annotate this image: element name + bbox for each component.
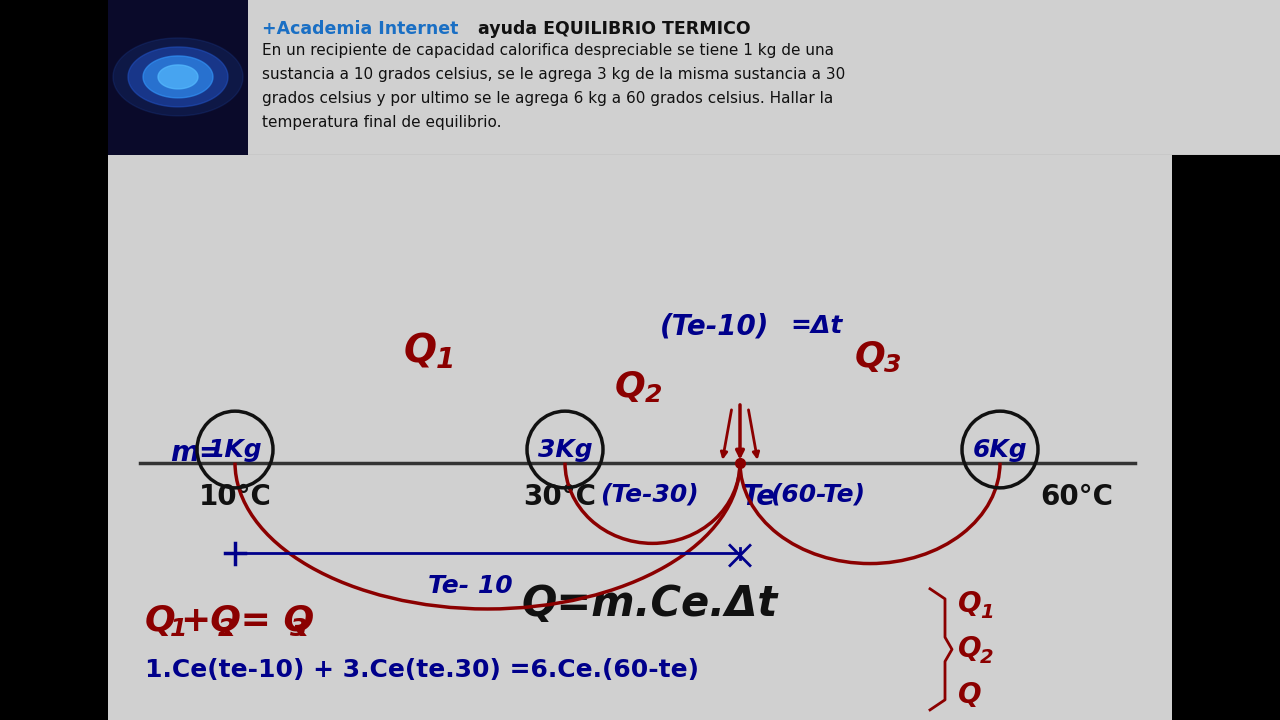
Text: m=: m=: [170, 438, 223, 467]
Polygon shape: [143, 56, 212, 98]
Text: (Te-30): (Te-30): [600, 483, 699, 507]
Text: En un recipiente de capacidad calorifica despreciable se tiene 1 kg de una: En un recipiente de capacidad calorifica…: [262, 43, 835, 58]
Text: 2: 2: [218, 617, 236, 642]
Text: temperatura final de equilibrio.: temperatura final de equilibrio.: [262, 115, 502, 130]
Text: 2: 2: [980, 648, 993, 667]
FancyBboxPatch shape: [0, 0, 108, 155]
Text: grados celsius y por ultimo se le agrega 6 kg a 60 grados celsius. Hallar la: grados celsius y por ultimo se le agrega…: [262, 91, 833, 106]
Text: sustancia a 10 grados celsius, se le agrega 3 kg de la misma sustancia a 30: sustancia a 10 grados celsius, se le agr…: [262, 67, 845, 82]
Text: Q: Q: [957, 681, 982, 708]
Text: 1Kg: 1Kg: [207, 438, 262, 462]
Text: Q: Q: [957, 635, 982, 663]
Polygon shape: [113, 38, 243, 116]
Text: Te- 10: Te- 10: [428, 574, 512, 598]
Text: Q: Q: [145, 604, 175, 638]
Text: Q=m.Ce.Δt: Q=m.Ce.Δt: [522, 583, 778, 625]
Text: 60°C: 60°C: [1039, 483, 1114, 510]
Text: Q: Q: [403, 333, 436, 371]
Text: Q: Q: [855, 340, 886, 374]
Text: 2: 2: [644, 383, 662, 407]
Text: 3: 3: [291, 617, 307, 642]
Text: Te: Te: [742, 483, 776, 510]
Text: = Q: = Q: [228, 604, 315, 638]
Text: Q: Q: [614, 370, 645, 404]
Text: 1: 1: [980, 603, 993, 621]
Text: +Academia Internet: +Academia Internet: [262, 20, 458, 38]
Text: ayuda EQUILIBRIO TERMICO: ayuda EQUILIBRIO TERMICO: [472, 20, 750, 38]
Text: 1: 1: [170, 617, 187, 642]
FancyBboxPatch shape: [1172, 155, 1280, 720]
Text: (Te-10): (Te-10): [660, 312, 769, 341]
Text: 6Kg: 6Kg: [973, 438, 1028, 462]
Text: =Δt: =Δt: [790, 315, 842, 338]
Text: 3Kg: 3Kg: [538, 438, 593, 462]
FancyBboxPatch shape: [0, 155, 108, 720]
Polygon shape: [128, 47, 228, 107]
Text: 1.Ce(te-10) + 3.Ce(te.30) =6.Ce.(60-te): 1.Ce(te-10) + 3.Ce(te.30) =6.Ce.(60-te): [145, 657, 699, 682]
Text: 30°C: 30°C: [524, 483, 596, 510]
Text: (60-Te): (60-Te): [771, 483, 865, 507]
Text: 3: 3: [884, 353, 901, 377]
Polygon shape: [157, 65, 198, 89]
Text: Q: Q: [957, 590, 982, 618]
Text: 1: 1: [435, 346, 454, 374]
Text: +Q: +Q: [180, 604, 241, 638]
FancyBboxPatch shape: [108, 0, 248, 155]
Text: 10°C: 10°C: [198, 483, 271, 510]
